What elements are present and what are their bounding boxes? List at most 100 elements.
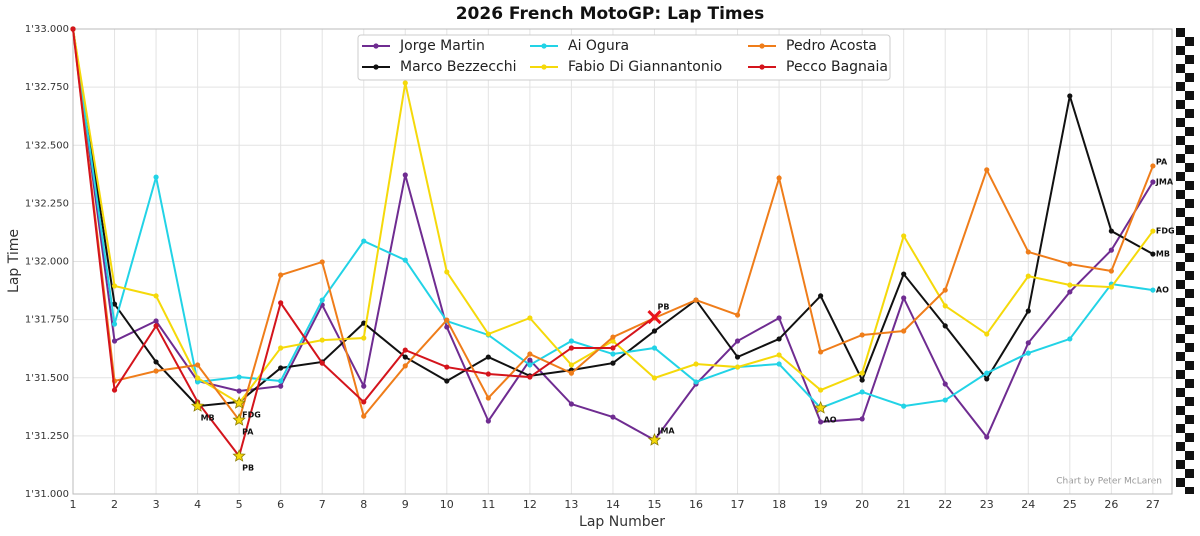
point — [901, 271, 907, 277]
point — [278, 378, 284, 384]
x-tick-label: 10 — [440, 498, 454, 511]
point — [776, 175, 782, 181]
legend-marker — [541, 43, 547, 49]
x-tick-label: 2 — [111, 498, 118, 511]
x-tick-label: 22 — [938, 498, 952, 511]
point — [70, 26, 76, 32]
y-tick-label: 1'31.250 — [25, 431, 69, 442]
point — [1067, 336, 1073, 342]
legend-marker — [373, 64, 379, 70]
x-tick-label: 3 — [153, 498, 160, 511]
end-label: PA — [1156, 157, 1168, 166]
point — [901, 403, 907, 409]
point — [901, 328, 907, 334]
x-tick-label: 11 — [481, 498, 495, 511]
x-tick-label: 18 — [772, 498, 786, 511]
point — [527, 351, 533, 357]
point — [568, 401, 575, 407]
point — [111, 321, 118, 327]
point — [485, 354, 491, 360]
checkered-flag — [1176, 28, 1194, 494]
point — [444, 269, 450, 275]
point — [361, 383, 367, 389]
legend-label: Fabio Di Giannantonio — [568, 59, 722, 75]
x-tick-label: 6 — [277, 498, 284, 511]
point — [568, 362, 575, 368]
x-tick-label: 26 — [1104, 498, 1118, 511]
fastest-lap-label: AO — [824, 415, 837, 424]
point — [734, 354, 741, 360]
point — [942, 303, 948, 309]
point — [1067, 289, 1073, 295]
point — [610, 414, 616, 420]
point — [153, 293, 159, 299]
point — [236, 388, 242, 394]
point — [402, 347, 408, 353]
point — [278, 383, 284, 389]
point — [984, 331, 990, 337]
x-tick-label: 1 — [70, 498, 77, 511]
fastest-lap-label: PB — [242, 464, 254, 473]
fastest-lap-label: JMA — [656, 427, 675, 436]
point — [776, 352, 782, 358]
point — [942, 381, 948, 387]
point — [1025, 249, 1031, 255]
point — [1108, 228, 1114, 234]
point — [859, 332, 865, 338]
point — [111, 387, 118, 393]
point — [527, 362, 533, 368]
legend-marker — [759, 64, 765, 70]
y-tick-label: 1'32.250 — [25, 198, 69, 209]
point — [527, 315, 533, 321]
point — [1150, 251, 1156, 257]
point — [153, 359, 159, 365]
point — [485, 418, 491, 424]
point — [568, 370, 575, 376]
point — [444, 364, 450, 370]
point — [278, 272, 284, 278]
point — [610, 338, 616, 344]
point — [1025, 340, 1031, 346]
point — [1108, 284, 1114, 290]
grid — [72, 28, 1172, 495]
point — [1150, 228, 1156, 234]
point — [901, 233, 907, 239]
point — [984, 376, 990, 382]
point — [1067, 93, 1073, 99]
point — [402, 257, 408, 263]
end-label: AO — [1156, 286, 1169, 295]
point — [319, 360, 325, 366]
point — [818, 293, 824, 299]
fastest-lap-star — [232, 449, 246, 462]
legend: Jorge Martin Marco Bezzecchi Ai Ogura Fabio… — [357, 34, 891, 81]
point — [984, 167, 990, 173]
point — [859, 389, 865, 395]
point — [236, 374, 242, 380]
point — [1108, 247, 1114, 253]
x-tick-label: 14 — [606, 498, 620, 511]
point — [402, 363, 408, 369]
x-tick-label: 4 — [194, 498, 201, 511]
fastest-lap-star — [232, 396, 246, 409]
point — [734, 364, 741, 370]
point — [153, 323, 159, 329]
point — [153, 318, 159, 324]
x-tick-label: 19 — [814, 498, 828, 511]
end-label: MB — [1156, 250, 1170, 259]
x-tick-label: 7 — [319, 498, 326, 511]
crash-marker — [647, 310, 662, 325]
x-tick-label: 13 — [564, 498, 578, 511]
end-label: JMA — [1155, 177, 1174, 186]
point — [402, 354, 408, 360]
y-tick-label: 1'32.750 — [25, 82, 69, 93]
point — [111, 301, 118, 307]
point — [278, 300, 284, 306]
crash-label: PB — [657, 303, 669, 312]
x-tick-label: 12 — [523, 498, 537, 511]
x-axis-label: Lap Number — [579, 514, 665, 530]
point — [319, 297, 325, 303]
point — [361, 335, 367, 341]
x-tick-label: 24 — [1021, 498, 1035, 511]
y-tick-label: 1'32.000 — [25, 257, 69, 268]
